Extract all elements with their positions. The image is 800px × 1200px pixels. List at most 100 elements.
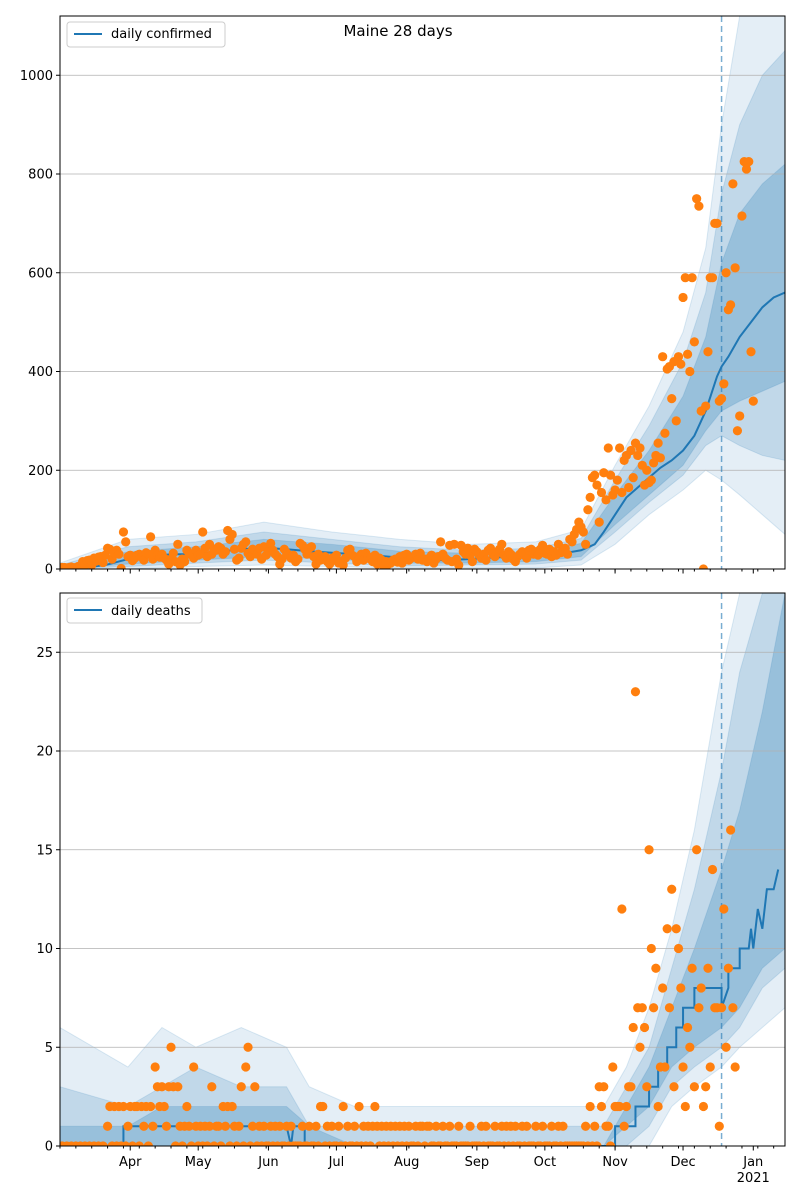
data-point	[331, 550, 342, 560]
data-point	[98, 557, 108, 568]
data-point	[465, 1121, 475, 1131]
data-point	[180, 556, 190, 567]
data-point	[537, 1121, 548, 1131]
data-point	[127, 1141, 138, 1146]
data-point	[497, 539, 507, 549]
uncertainty-band-1	[60, 593, 785, 1146]
data-point	[286, 1121, 296, 1131]
data-point	[599, 1082, 609, 1092]
deaths-panel: 0 5 10 15 20 25 Apr May Jun Jul Aug Sep Oct Nov Dec Jan…	[36, 592, 786, 1186]
data-point	[680, 1101, 690, 1112]
data-point	[617, 487, 627, 498]
data-point	[547, 1121, 557, 1131]
data-point	[696, 983, 706, 993]
data-point	[626, 1082, 636, 1092]
data-point	[705, 1062, 715, 1072]
data-point	[648, 458, 659, 468]
data-point	[202, 1141, 212, 1146]
data-point	[612, 475, 622, 485]
data-point	[590, 470, 600, 480]
data-point	[463, 543, 473, 553]
data-point	[349, 1121, 360, 1131]
data-point	[726, 825, 736, 835]
data-point	[198, 527, 208, 537]
data-point	[596, 1101, 607, 1112]
confirmed-data-points	[60, 157, 758, 569]
x-tick-label: Nov	[602, 1155, 628, 1170]
mean-line	[60, 869, 780, 1146]
data-point	[275, 1121, 285, 1131]
data-point	[259, 1121, 269, 1131]
uncertainty-band-0	[60, 16, 785, 569]
data-point	[630, 687, 641, 697]
data-point	[712, 218, 722, 228]
data-point	[664, 1003, 675, 1013]
data-point	[685, 366, 695, 377]
data-point	[227, 529, 237, 540]
data-point	[311, 1121, 321, 1131]
uncertainty-band-2	[60, 593, 785, 1146]
data-point	[660, 1062, 670, 1072]
data-point	[216, 1141, 226, 1146]
data-point	[241, 537, 251, 547]
data-point	[692, 194, 702, 204]
data-point	[365, 1141, 375, 1146]
data-point	[581, 1121, 591, 1131]
data-point	[653, 1101, 663, 1112]
data-point	[714, 1121, 724, 1131]
data-point	[667, 394, 677, 404]
data-point	[655, 453, 665, 463]
data-point	[658, 983, 668, 993]
data-point	[168, 548, 178, 558]
y-tick-label: 1000	[20, 69, 53, 84]
y-tick-label: 10	[36, 942, 53, 957]
data-point	[678, 292, 688, 303]
x-tick-label: May	[185, 1155, 212, 1170]
data-point	[719, 379, 729, 389]
x-tick-label: Dec	[670, 1155, 695, 1170]
data-point	[227, 1101, 237, 1112]
data-point	[585, 1101, 595, 1112]
data-point	[646, 943, 656, 954]
data-point	[481, 1121, 491, 1131]
data-point	[313, 1141, 323, 1146]
data-point	[590, 1121, 600, 1131]
data-point	[624, 482, 634, 493]
data-point	[671, 416, 681, 426]
data-point	[134, 1141, 144, 1146]
data-point	[170, 1141, 181, 1146]
data-point	[671, 924, 681, 934]
data-point	[658, 352, 668, 362]
data-point	[177, 1141, 187, 1146]
y-tick-label: 800	[28, 168, 53, 183]
data-point	[605, 1141, 616, 1146]
data-point	[481, 555, 491, 565]
data-point	[173, 1082, 183, 1092]
x-tick-label: Jan	[742, 1155, 763, 1170]
data-point	[123, 1121, 133, 1131]
data-point	[746, 347, 756, 357]
data-point	[594, 517, 604, 527]
data-point	[676, 983, 686, 993]
x-tick-label: Oct	[534, 1155, 556, 1170]
data-point	[277, 554, 287, 564]
data-point	[413, 1141, 423, 1146]
data-point	[146, 1101, 156, 1112]
data-point	[701, 1082, 711, 1092]
data-point	[238, 1141, 249, 1146]
data-point	[694, 201, 704, 211]
data-point	[689, 337, 699, 347]
y-tick-label: 20	[36, 745, 53, 760]
x-tick-label: Sep	[465, 1155, 490, 1170]
data-point	[225, 1141, 235, 1146]
y-tick-label: 25	[36, 646, 53, 661]
data-point	[585, 492, 595, 503]
deaths-legend: daily deaths	[66, 597, 203, 624]
data-point	[642, 1082, 652, 1092]
data-point	[583, 505, 593, 515]
legend-label: daily confirmed	[111, 27, 212, 42]
data-point	[304, 1121, 314, 1131]
data-point	[338, 1101, 348, 1112]
data-point	[293, 554, 303, 564]
data-point	[121, 1141, 131, 1146]
